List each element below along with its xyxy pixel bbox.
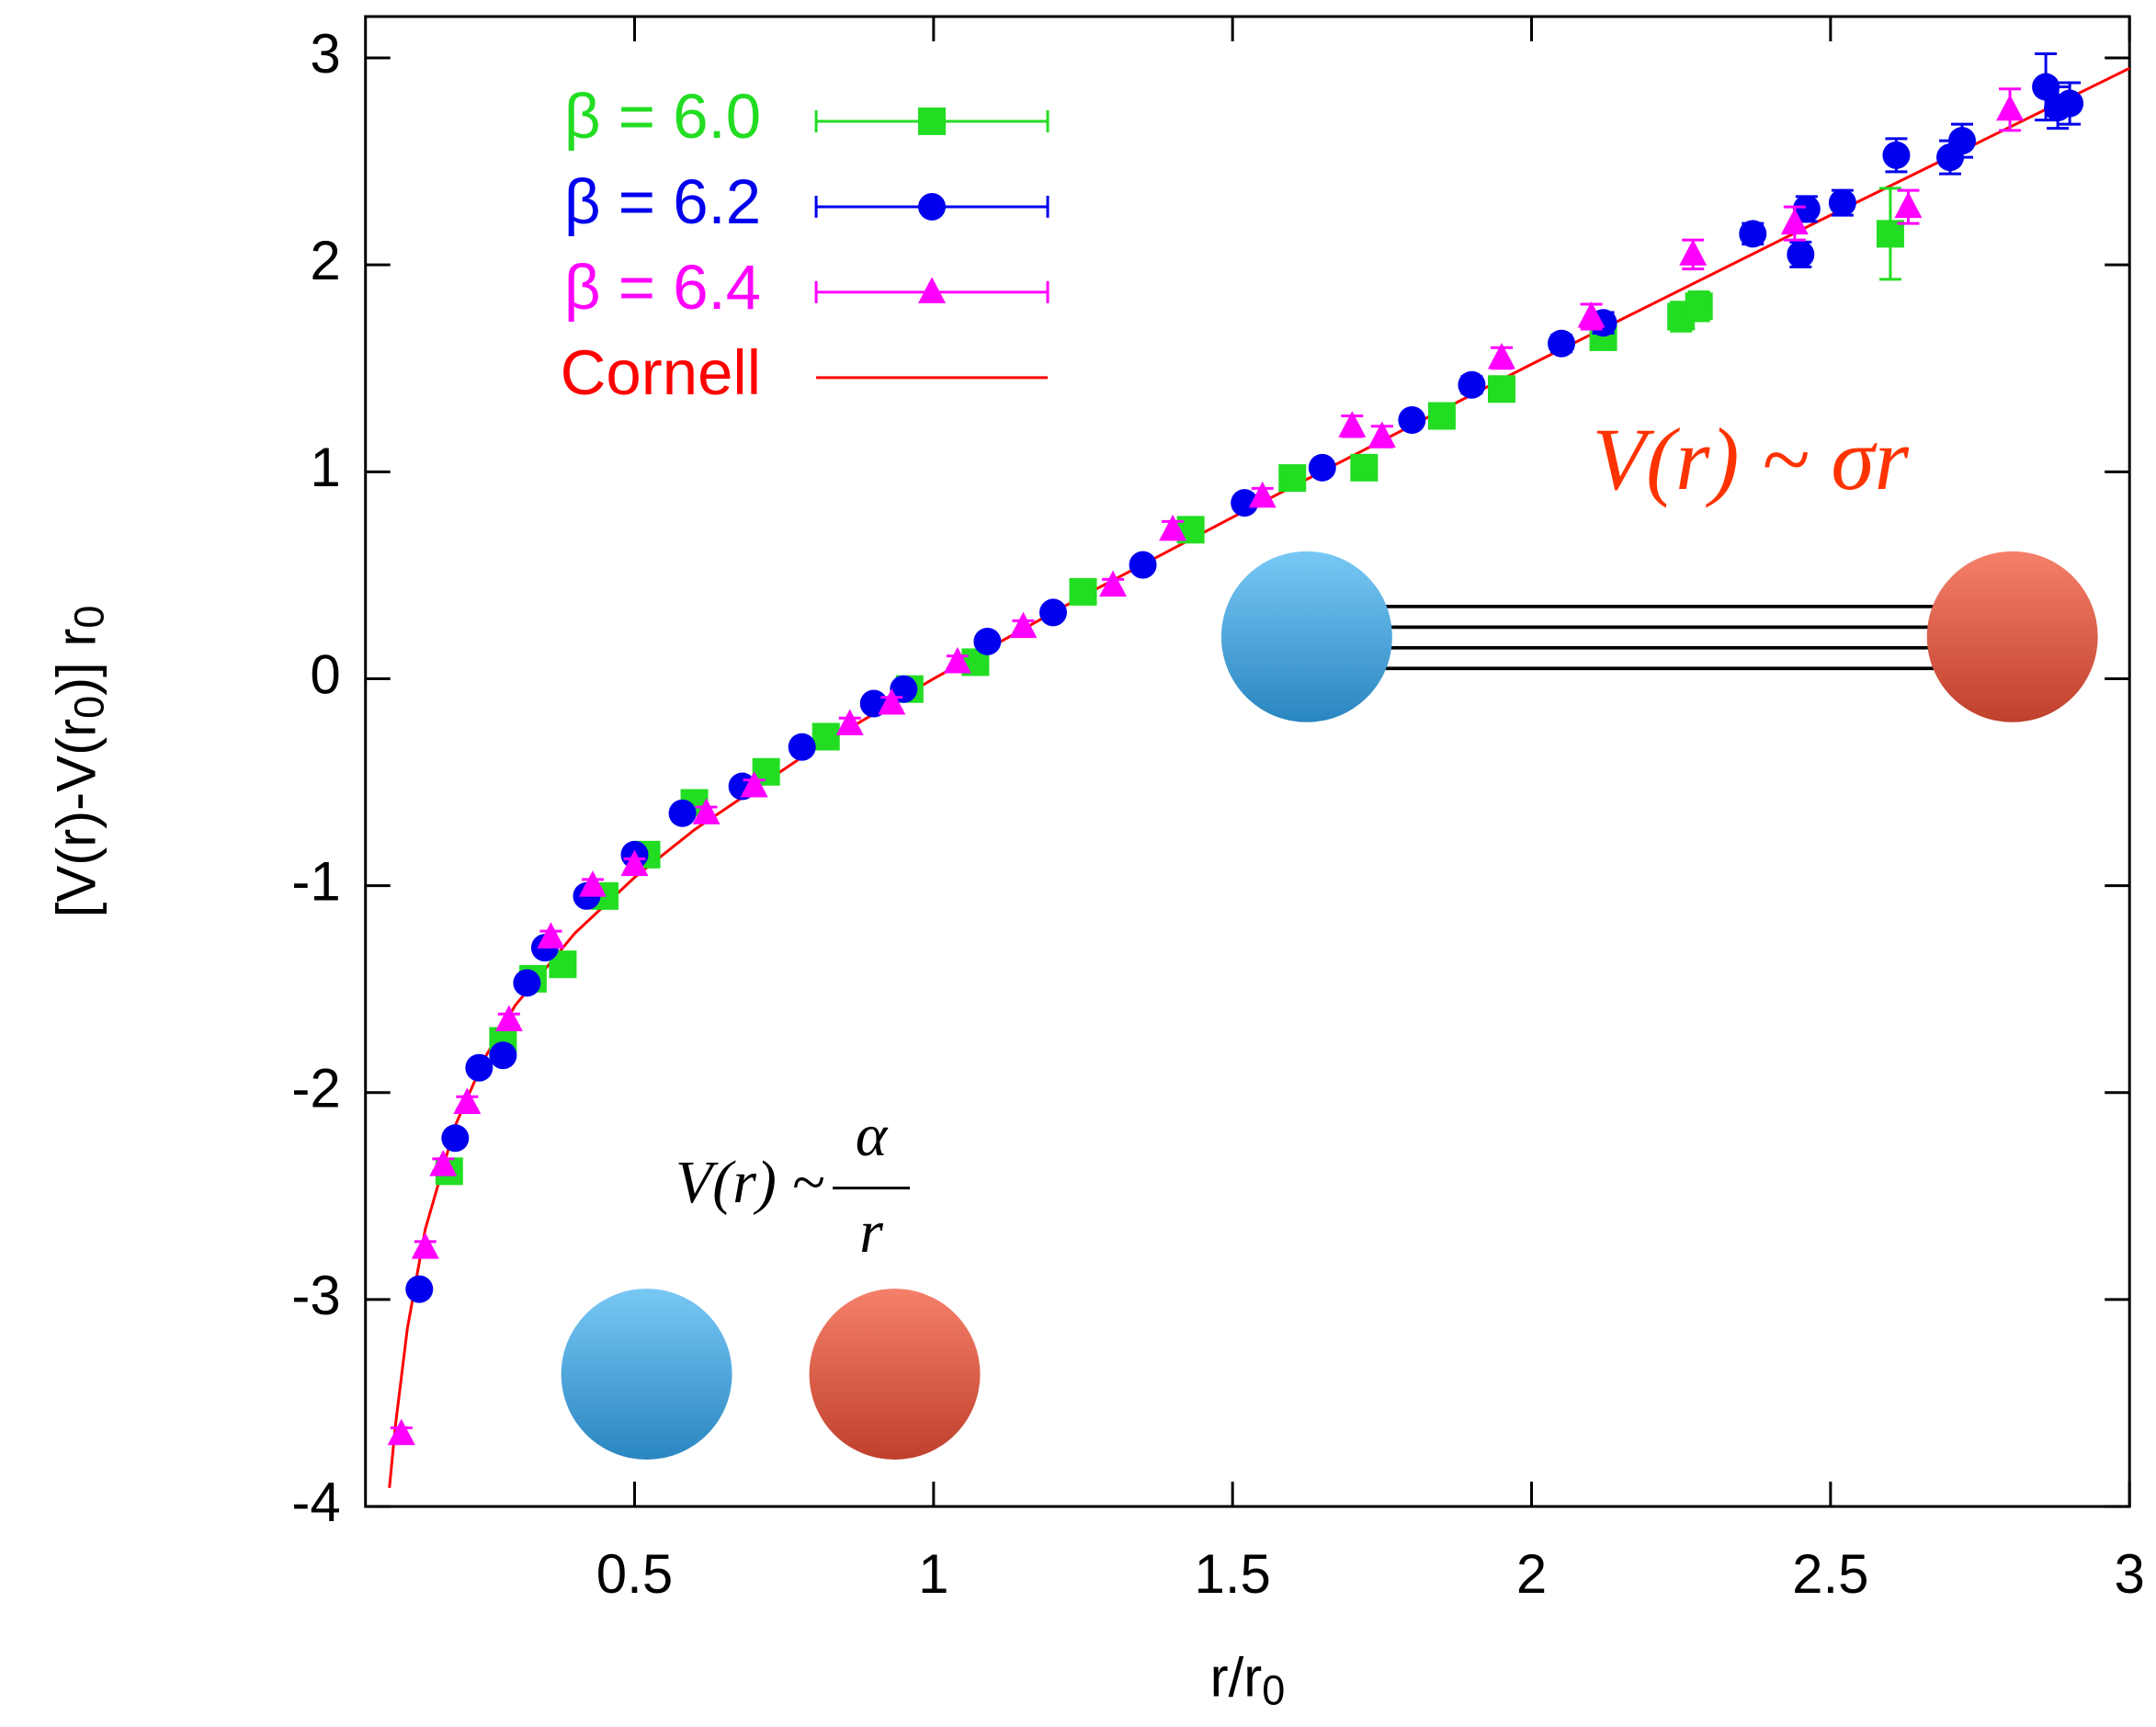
annotation: r: [859, 1199, 883, 1266]
y-tick-label: 0: [310, 643, 340, 705]
x-axis-label-part: 0: [1262, 1667, 1285, 1714]
marker: [1679, 239, 1708, 266]
legend-marker: [918, 277, 947, 303]
marker: [890, 675, 918, 703]
marker: [1069, 577, 1097, 606]
marker: [1792, 195, 1821, 223]
y-tick-label: 2: [310, 230, 340, 291]
x-tick-label: 0.5: [596, 1543, 673, 1605]
y-axis-label-part: )] r: [45, 629, 107, 696]
y-axis-label-part: [V(r)-V(r: [45, 719, 107, 917]
y-tick-label: -1: [291, 850, 340, 912]
marker: [1458, 370, 1486, 399]
legend-label: β = 6.2: [564, 166, 761, 237]
marker: [489, 1041, 517, 1070]
marker: [465, 1053, 494, 1082]
marker: [692, 798, 721, 824]
marker: [537, 922, 565, 949]
annotation: V(r) ~ σr: [1593, 410, 1910, 508]
marker: [1487, 342, 1515, 369]
marker: [405, 1275, 434, 1303]
marker: [1338, 411, 1367, 437]
annotation: α: [856, 1102, 889, 1169]
legend-marker: [918, 192, 947, 221]
marker: [1780, 208, 1809, 235]
marker: [1787, 240, 1815, 268]
legend-label: Cornell: [561, 337, 762, 408]
marker: [1882, 141, 1911, 169]
marker: [1248, 481, 1277, 508]
marker: [878, 687, 906, 715]
x-tick-label: 1.5: [1194, 1543, 1270, 1605]
string-diagram: [561, 551, 2098, 1460]
y-tick-label: -4: [291, 1471, 340, 1533]
marker: [2056, 89, 2084, 118]
marker: [1159, 514, 1187, 541]
legend-label: β = 6.4: [564, 252, 761, 323]
legend-caps: [814, 109, 1050, 132]
marker: [1828, 188, 1856, 217]
x-axis-label-part: r/r: [1210, 1646, 1263, 1708]
marker: [1427, 402, 1456, 430]
legend-label: β = 6.0: [564, 81, 761, 152]
marker: [1739, 220, 1767, 248]
marker: [1685, 292, 1713, 321]
marker: [494, 1005, 523, 1031]
marker: [1009, 611, 1038, 639]
marker: [1577, 301, 1606, 328]
x-tick-label: 2: [1516, 1543, 1547, 1605]
marker: [429, 1150, 458, 1176]
marker: [943, 646, 971, 674]
marker: [387, 1418, 415, 1446]
marker: [1948, 127, 1977, 155]
marker: [788, 733, 816, 761]
annotation: V(r) ~: [675, 1149, 824, 1216]
y-axis-label-part: 0: [66, 606, 113, 629]
y-tick-label: 3: [310, 23, 340, 85]
marker: [973, 627, 1002, 655]
marker: [1038, 598, 1067, 627]
legend-marker: [918, 107, 947, 135]
marker: [578, 870, 607, 897]
marker: [740, 771, 768, 798]
y-axis-label-part: 0: [66, 696, 113, 719]
x-tick-label: 3: [2115, 1543, 2145, 1605]
marker: [1231, 489, 1259, 517]
x-tick-label: 1: [918, 1543, 948, 1605]
marker: [1308, 453, 1336, 482]
marker: [1996, 94, 2025, 121]
marker: [1367, 421, 1396, 449]
marker: [620, 849, 649, 877]
marker: [411, 1233, 439, 1259]
x-axis-label: r/r0: [1210, 1646, 1286, 1714]
legend-caps: [814, 195, 1050, 218]
y-tick-label: -3: [291, 1265, 340, 1326]
marker: [1278, 464, 1307, 493]
marker: [441, 1124, 470, 1153]
marker: [1548, 329, 1576, 358]
legend-caps: [814, 280, 1050, 303]
x-tick-label: 2.5: [1792, 1543, 1868, 1605]
marker: [2032, 73, 2060, 101]
marker: [811, 722, 840, 751]
marker: [453, 1087, 482, 1115]
marker: [835, 709, 864, 735]
marker: [1487, 375, 1515, 403]
marker: [1350, 453, 1379, 482]
marker: [1398, 406, 1426, 435]
y-tick-label: -2: [291, 1058, 340, 1119]
marker: [668, 799, 697, 827]
plot-frame: [364, 15, 2131, 1508]
marker: [513, 969, 541, 997]
marker: [1099, 570, 1128, 597]
marker: [1129, 551, 1157, 579]
y-tick-label: 1: [310, 437, 340, 498]
y-axis-label: [V(r)-V(r0)] r0: [45, 606, 113, 918]
marker: [1894, 191, 1923, 219]
